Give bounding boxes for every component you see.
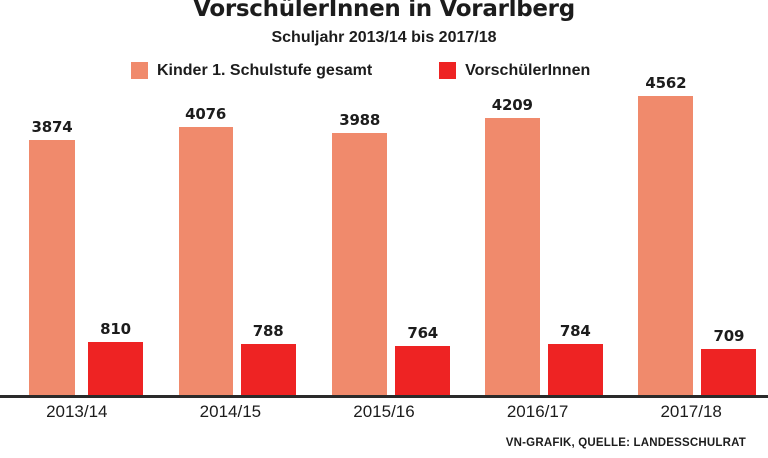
bar-value-label: 764 xyxy=(407,324,439,342)
legend-label-vorschueler: VorschülerInnen xyxy=(465,62,591,79)
bar-group: 3988 764 xyxy=(307,96,461,396)
x-axis-line xyxy=(0,395,768,398)
bar-groups: 3874 810 4076 788 3988 764 xyxy=(0,74,768,396)
x-axis-tick-label: 2015/16 xyxy=(353,402,415,421)
bar-value-label: 810 xyxy=(100,320,131,338)
bar-group: 4562 709 xyxy=(614,74,768,396)
page-title: VorschülerInnen in Vorarlberg xyxy=(193,0,575,22)
x-axis-tick-label: 2014/15 xyxy=(199,402,262,421)
bar-group: 3874 810 xyxy=(0,96,154,396)
x-axis-labels: 2013/14 2014/15 2015/16 2016/17 2017/18 xyxy=(0,401,768,425)
chart-subtitle: Schuljahr 2013/14 bis 2017/18 xyxy=(271,29,497,46)
legend-label-total: Kinder 1. Schulstufe gesamt xyxy=(157,62,373,79)
bar-vorschueler: 784 xyxy=(547,322,603,396)
bar-total: 4076 xyxy=(178,105,233,396)
bar-vorschueler: 709 xyxy=(701,327,757,396)
chart-legend: Kinder 1. Schulstufe gesamt VorschülerIn… xyxy=(131,62,590,79)
x-axis-tick-label: 2013/14 xyxy=(46,402,108,421)
bar-total: 3874 xyxy=(29,118,75,396)
bar-group: 4209 784 xyxy=(461,96,615,396)
bar-value-label: 4076 xyxy=(185,105,227,123)
bar-value-label: 3874 xyxy=(31,118,73,136)
bar-value-label: 788 xyxy=(252,322,284,340)
bar-total: 4209 xyxy=(484,96,540,396)
bar-value-label: 4562 xyxy=(645,74,687,92)
x-axis-tick-label: 2016/17 xyxy=(506,402,569,421)
bar-group: 4076 788 xyxy=(154,96,308,396)
bar-vorschueler: 788 xyxy=(240,322,296,396)
source-credit: VN-GRAFIK, QUELLE: LANDESSCHULRAT xyxy=(505,437,746,449)
legend-swatch-icon-vorschueler xyxy=(439,62,457,79)
bar-value-label: 784 xyxy=(559,322,591,340)
legend-item-vorschueler: VorschülerInnen xyxy=(439,62,590,79)
legend-item-total: Kinder 1. Schulstufe gesamt xyxy=(131,62,372,79)
x-axis-tick-label: 2017/18 xyxy=(660,402,722,421)
bar-value-label: 709 xyxy=(713,327,745,345)
bar-total: 3988 xyxy=(332,111,388,396)
bar-vorschueler: 764 xyxy=(395,324,451,396)
bar-value-label: 4209 xyxy=(491,96,533,114)
bar-value-label: 3988 xyxy=(339,111,381,129)
bar-vorschueler: 810 xyxy=(88,320,143,396)
plot-area: 3874 810 4076 788 3988 764 xyxy=(0,74,768,398)
legend-swatch-icon-total xyxy=(131,62,148,79)
bar-total: 4562 xyxy=(638,74,694,396)
